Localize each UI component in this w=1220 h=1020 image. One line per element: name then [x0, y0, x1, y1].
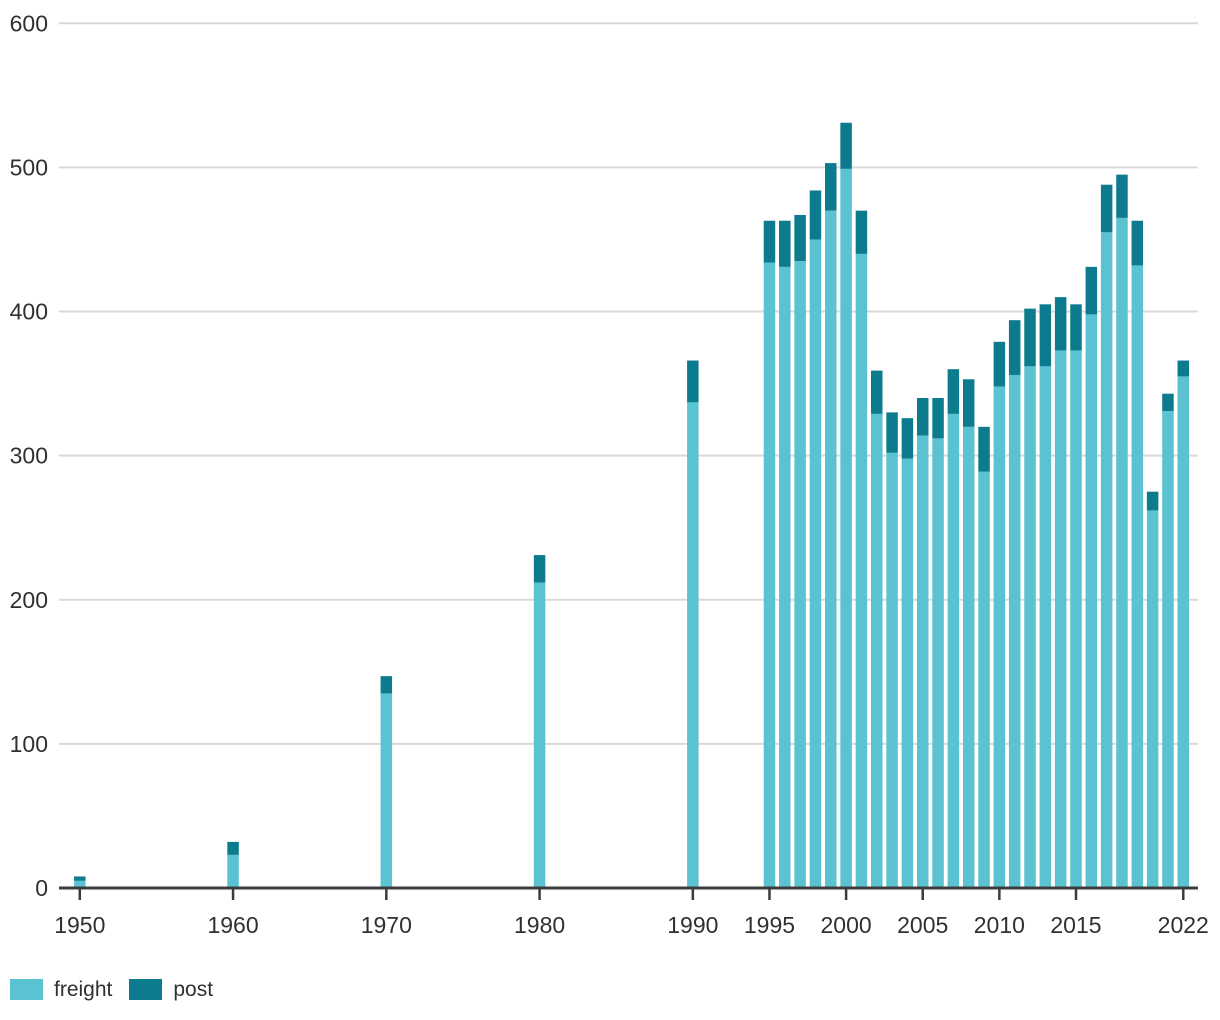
bar-post-2020 — [1146, 491, 1159, 511]
bar-freight-2005 — [916, 435, 929, 888]
bar-post-1980 — [533, 555, 546, 583]
bar-post-1996 — [779, 220, 791, 267]
bar-post-2007 — [947, 369, 960, 414]
y-tick-label-600: 600 — [10, 10, 48, 36]
bar-freight-2006 — [932, 438, 944, 888]
bar-post-2004 — [901, 418, 914, 459]
bar-post-2008 — [962, 379, 975, 427]
bar-freight-2011 — [1008, 374, 1021, 888]
bar-freight-2010 — [993, 386, 1006, 888]
bar-freight-2012 — [1024, 366, 1036, 888]
bar-freight-2014 — [1054, 350, 1067, 888]
bar-freight-1999 — [825, 210, 837, 888]
freight-swatch-icon — [10, 979, 43, 1000]
legend-item-post: post — [129, 979, 213, 1000]
bar-post-2014 — [1054, 297, 1067, 351]
x-tick-label-1960: 1960 — [207, 912, 258, 938]
bar-freight-1980 — [533, 582, 546, 888]
x-tick-label-2015: 2015 — [1050, 912, 1101, 938]
bars — [74, 122, 1190, 889]
bar-post-2009 — [978, 426, 990, 472]
x-tick-label-2010: 2010 — [974, 912, 1025, 938]
x-tick-label-1995: 1995 — [744, 912, 795, 938]
freight-legend-label: freight — [54, 978, 113, 1001]
x-tick-label-1950: 1950 — [54, 912, 105, 938]
bar-freight-2007 — [947, 413, 960, 888]
bar-freight-2004 — [901, 458, 914, 888]
bar-freight-2000 — [840, 168, 852, 888]
post-swatch-icon — [129, 979, 163, 1000]
bar-freight-1997 — [794, 261, 806, 888]
bar-freight-2019 — [1131, 265, 1144, 888]
x-tick-label-2000: 2000 — [821, 912, 872, 938]
bar-post-1950 — [74, 876, 86, 881]
y-tick-label-400: 400 — [10, 299, 48, 325]
bar-post-2021 — [1162, 393, 1174, 411]
bar-post-2003 — [886, 412, 898, 453]
bar-post-2000 — [840, 122, 852, 169]
y-tick-label-200: 200 — [10, 587, 48, 613]
x-tick-label-2022: 2022 — [1158, 912, 1209, 938]
x-tick-label-1990: 1990 — [667, 912, 718, 938]
bar-freight-1995 — [763, 262, 776, 888]
bar-post-2017 — [1100, 184, 1113, 233]
bar-freight-1990 — [687, 402, 699, 888]
y-tick-label-500: 500 — [10, 154, 48, 180]
legend: freight post — [10, 979, 213, 1000]
bar-freight-2013 — [1039, 366, 1052, 888]
legend-item-freight: freight — [10, 979, 112, 1000]
bar-freight-2008 — [962, 426, 975, 888]
bar-freight-2016 — [1085, 314, 1098, 889]
y-tick-label-300: 300 — [10, 443, 48, 469]
bar-freight-2002 — [871, 413, 883, 888]
bar-post-2001 — [855, 210, 868, 254]
bar-post-1970 — [380, 676, 393, 694]
bar-freight-2009 — [978, 471, 990, 888]
bar-post-2022 — [1177, 360, 1190, 377]
bar-post-2011 — [1008, 320, 1021, 375]
bar-freight-1960 — [227, 854, 239, 888]
bar-post-2019 — [1131, 220, 1144, 266]
bar-freight-2021 — [1162, 410, 1174, 888]
bar-post-2018 — [1116, 174, 1128, 218]
bar-post-2010 — [993, 341, 1006, 387]
bar-post-2013 — [1039, 304, 1052, 367]
bar-post-1990 — [687, 360, 699, 403]
bar-freight-2020 — [1146, 510, 1159, 888]
bar-freight-2022 — [1177, 376, 1190, 888]
bar-freight-2017 — [1100, 232, 1113, 888]
bar-freight-1998 — [809, 239, 822, 889]
y-tick-label-100: 100 — [10, 731, 48, 757]
bar-post-2002 — [871, 370, 883, 414]
bar-post-2016 — [1085, 266, 1098, 315]
x-axis-ticks: 1950 1960 1970 1980 1990 1995 2000 2005 2010 2015… — [54, 889, 1209, 938]
bar-post-2012 — [1024, 308, 1036, 367]
bar-post-2005 — [916, 398, 929, 436]
bar-freight-1970 — [380, 693, 393, 888]
bar-post-1999 — [825, 163, 837, 211]
bar-post-2015 — [1070, 304, 1082, 351]
bar-freight-1950 — [74, 880, 86, 888]
bar-post-1997 — [794, 214, 806, 262]
bar-freight-2003 — [886, 452, 898, 888]
bar-freight-1996 — [779, 266, 791, 888]
post-legend-label: post — [173, 978, 214, 1001]
bar-freight-2018 — [1116, 217, 1128, 889]
y-tick-label-0: 0 — [35, 875, 48, 901]
y-axis-labels: 0 100 200 300 400 500 600 — [10, 10, 48, 901]
x-tick-label-2005: 2005 — [897, 912, 948, 938]
bar-post-1960 — [227, 841, 239, 855]
bar-post-2006 — [932, 398, 944, 439]
bar-post-1995 — [763, 220, 776, 263]
bar-freight-2001 — [855, 253, 868, 889]
bar-post-1998 — [809, 190, 822, 240]
x-tick-label-1980: 1980 — [514, 912, 565, 938]
bar-freight-2015 — [1070, 350, 1082, 888]
x-tick-label-1970: 1970 — [361, 912, 412, 938]
gridlines — [59, 22, 1198, 745]
